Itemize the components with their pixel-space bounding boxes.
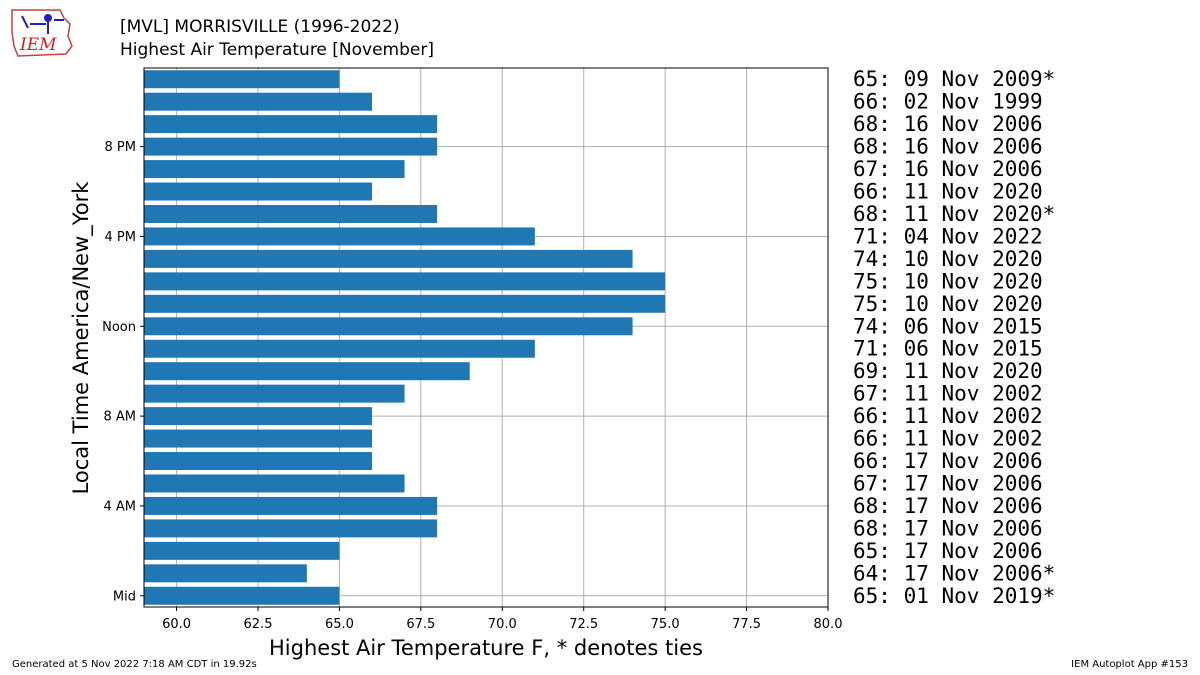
y-tick-label: 8 AM bbox=[103, 410, 136, 425]
y-tick-label: 8 PM bbox=[105, 140, 136, 155]
x-tick-label: 60.0 bbox=[162, 617, 191, 632]
record-annotation: 66: 17 Nov 2006 bbox=[853, 449, 1043, 473]
record-annotation: 68: 11 Nov 2020* bbox=[853, 202, 1055, 226]
bar-hour-10 bbox=[144, 362, 470, 381]
record-annotation: 67: 16 Nov 2006 bbox=[853, 157, 1043, 181]
x-tick-label: 67.5 bbox=[406, 617, 435, 632]
bar-hour-19 bbox=[144, 160, 405, 179]
record-annotation: 64: 17 Nov 2006* bbox=[853, 561, 1055, 585]
record-annotation: 65: 17 Nov 2006 bbox=[853, 539, 1043, 563]
y-tick-label: Mid bbox=[113, 589, 136, 604]
generated-timestamp: Generated at 5 Nov 2022 7:18 AM CDT in 1… bbox=[12, 659, 257, 670]
record-annotation: 71: 06 Nov 2015 bbox=[853, 337, 1043, 361]
x-tick-label: 65.0 bbox=[325, 617, 354, 632]
bar-hour-8 bbox=[144, 407, 372, 426]
record-annotation: 66: 11 Nov 2002 bbox=[853, 427, 1043, 451]
bar-hour-22 bbox=[144, 92, 372, 111]
bar-hour-9 bbox=[144, 384, 405, 403]
bar-hour-3 bbox=[144, 519, 438, 538]
record-annotation: 68: 17 Nov 2006 bbox=[853, 516, 1043, 540]
record-annotation: 68: 16 Nov 2006 bbox=[853, 112, 1043, 136]
y-tick-label: 4 PM bbox=[105, 230, 136, 245]
x-tick-label: 75.0 bbox=[651, 617, 680, 632]
plot-frame bbox=[143, 67, 829, 608]
bar-hour-12 bbox=[144, 317, 633, 336]
y-tick-label: 4 AM bbox=[103, 499, 136, 514]
y-axis-label: Local Time America/New_York bbox=[69, 181, 94, 495]
record-annotation: 74: 06 Nov 2015 bbox=[853, 314, 1043, 338]
bar-hour-20 bbox=[144, 137, 438, 156]
annotations: 65: 01 Nov 2019*64: 17 Nov 2006*65: 17 N… bbox=[853, 67, 1055, 608]
record-annotation: 67: 11 Nov 2002 bbox=[853, 382, 1043, 406]
logo-text: IEM bbox=[19, 35, 57, 55]
record-annotation: 66: 11 Nov 2020 bbox=[853, 180, 1043, 204]
record-annotation: 66: 02 Nov 1999 bbox=[853, 90, 1043, 114]
bar-hour-15 bbox=[144, 249, 633, 268]
bar-series bbox=[144, 70, 666, 605]
app-id: IEM Autoplot App #153 bbox=[1071, 659, 1188, 670]
x-tick-label: 70.0 bbox=[488, 617, 517, 632]
record-annotation: 75: 10 Nov 2020 bbox=[853, 269, 1043, 293]
bar-hour-1 bbox=[144, 564, 307, 583]
record-annotation: 69: 11 Nov 2020 bbox=[853, 359, 1043, 383]
x-tick-label: 80.0 bbox=[814, 617, 843, 632]
y-axis-ticks: Mid 4 AM 8 AM Noon 4 PM 8 PM bbox=[102, 140, 144, 604]
record-annotation: 65: 09 Nov 2009* bbox=[853, 67, 1055, 91]
bar-hour-13 bbox=[144, 294, 666, 313]
chart-subtitle: Highest Air Temperature [November] bbox=[120, 40, 434, 60]
record-annotation: 65: 01 Nov 2019* bbox=[853, 584, 1055, 608]
record-annotation: 68: 16 Nov 2006 bbox=[853, 135, 1043, 159]
record-annotation: 71: 04 Nov 2022 bbox=[853, 224, 1043, 248]
record-annotation: 75: 10 Nov 2020 bbox=[853, 292, 1043, 316]
x-axis-label: Highest Air Temperature F, * denotes tie… bbox=[269, 636, 703, 660]
bar-hour-17 bbox=[144, 204, 438, 223]
x-tick-label: 72.5 bbox=[569, 617, 598, 632]
record-annotation: 67: 17 Nov 2006 bbox=[853, 471, 1043, 495]
y-tick-label: Noon bbox=[102, 320, 136, 335]
bar-hour-6 bbox=[144, 452, 372, 471]
record-annotation: 74: 10 Nov 2020 bbox=[853, 247, 1043, 271]
bar-hour-5 bbox=[144, 474, 405, 493]
bar-hour-14 bbox=[144, 272, 666, 291]
bar-hour-0 bbox=[144, 586, 340, 605]
x-tick-label: 62.5 bbox=[244, 617, 273, 632]
record-annotation: 66: 11 Nov 2002 bbox=[853, 404, 1043, 428]
iem-logo: IEM bbox=[11, 9, 73, 57]
bar-hour-18 bbox=[144, 182, 372, 201]
bar-hour-7 bbox=[144, 429, 372, 448]
chart-title: [MVL] MORRISVILLE (1996-2022) bbox=[120, 17, 400, 37]
record-annotation: 68: 17 Nov 2006 bbox=[853, 494, 1043, 518]
bar-hour-2 bbox=[144, 541, 340, 560]
bar-hour-23 bbox=[144, 70, 340, 89]
bar-hour-4 bbox=[144, 496, 438, 515]
bar-hour-21 bbox=[144, 115, 438, 134]
bar-hour-16 bbox=[144, 227, 535, 246]
bar-hour-11 bbox=[144, 339, 535, 358]
x-tick-label: 77.5 bbox=[732, 617, 761, 632]
x-axis-ticks: 60.0 62.5 65.0 67.5 70.0 72.5 75.0 77.5 80.0 bbox=[162, 607, 842, 632]
